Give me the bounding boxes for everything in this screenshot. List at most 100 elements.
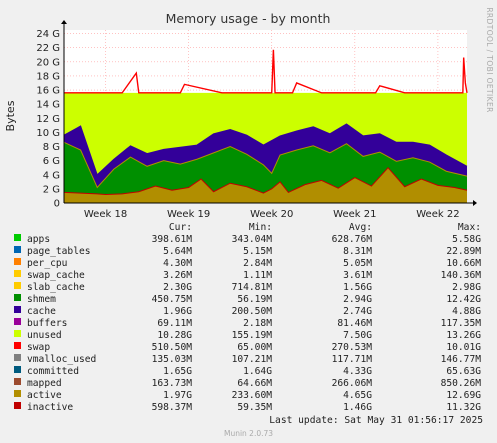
legend-row-swap-cache: swap_cache 3.26M 1.11M 3.61M 140.36M <box>0 270 497 282</box>
legend-min: 65.00M <box>237 342 272 353</box>
legend-name: mapped <box>27 378 62 389</box>
y-tick-label: 6 G <box>43 156 60 167</box>
legend-max: 850.26M <box>440 378 481 389</box>
legend-min: 200.50M <box>231 306 272 317</box>
x-tick-label: Week 19 <box>167 209 210 220</box>
legend-cur: 10.28G <box>157 330 192 341</box>
legend-max: 146.77M <box>440 354 481 365</box>
legend-row-vmalloc-used: vmalloc_used 135.03M 107.21M 117.71M 146.77M <box>0 354 497 366</box>
legend-name: apps <box>27 234 51 245</box>
legend-cur: 450.75M <box>151 294 192 305</box>
legend-max: 10.01G <box>446 342 481 353</box>
legend-cur: 1.97G <box>163 390 192 401</box>
y-tick-label: 16 G <box>36 86 60 97</box>
y-tick-label: 14 G <box>36 100 60 111</box>
legend-swatch <box>14 318 21 325</box>
legend-swatch <box>14 354 21 361</box>
legend-avg: 117.71M <box>331 354 372 365</box>
legend-cur: 598.37M <box>151 402 192 413</box>
y-tick-label: 4 G <box>43 170 60 181</box>
legend-max: 140.36M <box>440 270 481 281</box>
legend-name: buffers <box>27 318 68 329</box>
y-tick-label: 0 <box>54 199 60 210</box>
legend-name: inactive <box>27 402 74 413</box>
legend-row-mapped: mapped 163.73M 64.66M 266.06M 850.26M <box>0 378 497 390</box>
x-axis-arrow <box>473 200 477 206</box>
legend-cur: 163.73M <box>151 378 192 389</box>
legend-header-max: Max: <box>457 222 481 233</box>
legend-cur: 398.61M <box>151 234 192 245</box>
legend-swatch <box>14 294 21 301</box>
legend-max: 22.89M <box>446 246 481 257</box>
legend-avg: 2.74G <box>343 306 372 317</box>
legend-header: Cur: Min: Avg: Max: <box>0 222 497 234</box>
legend-row-buffers: buffers 69.11M 2.18M 81.46M 117.35M <box>0 318 497 330</box>
legend-max: 5.58G <box>452 234 481 245</box>
series-lines <box>63 49 468 196</box>
legend-name: slab_cache <box>27 282 85 293</box>
y-tick-label: 20 G <box>36 57 60 68</box>
legend-name: shmem <box>27 294 56 305</box>
legend-max: 2.98G <box>452 282 481 293</box>
legend-cur: 5.64M <box>163 246 192 257</box>
legend-name: swap_cache <box>27 270 85 281</box>
legend-row-cache: cache 1.96G 200.50M 2.74G 4.88G <box>0 306 497 318</box>
y-tick-label: 24 G <box>36 29 60 40</box>
legend-row-unused: unused 10.28G 155.19M 7.50G 13.26G <box>0 330 497 342</box>
legend-min: 233.60M <box>231 390 272 401</box>
munin-version: Munin 2.0.73 <box>223 429 274 438</box>
legend-max: 13.26G <box>446 330 481 341</box>
legend-min: 343.04M <box>231 234 272 245</box>
legend-cur: 510.50M <box>151 342 192 353</box>
legend-min: 1.64G <box>243 366 272 377</box>
chart-title: Memory usage - by month <box>166 11 331 26</box>
legend-header-cur: Cur: <box>168 222 192 233</box>
legend-avg: 1.46G <box>343 402 372 413</box>
legend-row-page-tables: page_tables 5.64M 5.15M 8.31M 22.89M <box>0 246 497 258</box>
legend-max: 11.32G <box>446 402 481 413</box>
legend-name: vmalloc_used <box>27 354 97 365</box>
legend-cur: 1.65G <box>163 366 192 377</box>
legend-avg: 8.31M <box>343 246 372 257</box>
legend-swatch <box>14 258 21 265</box>
legend-swatch <box>14 402 21 409</box>
legend-min: 1.11M <box>243 270 272 281</box>
legend-cur: 2.30G <box>163 282 192 293</box>
legend-cur: 69.11M <box>157 318 192 329</box>
legend-cur: 1.96G <box>163 306 192 317</box>
legend-row-inactive: inactive 598.37M 59.35M 1.46G 11.32G <box>0 402 497 414</box>
legend-min: 714.81M <box>231 282 272 293</box>
x-tick-label: Week 18 <box>84 209 127 220</box>
tick-labels: 0 2 G 4 G 6 G 8 G 10 G 12 G 14 G 16 G 18 G 20 G 22 … <box>36 29 459 220</box>
legend-row-swap: swap 510.50M 65.00M 270.53M 10.01G <box>0 342 497 354</box>
legend-cur: 135.03M <box>151 354 192 365</box>
y-tick-label: 18 G <box>36 71 60 82</box>
legend-avg: 4.33G <box>343 366 372 377</box>
legend-swatch <box>14 234 21 241</box>
legend-max: 12.42G <box>446 294 481 305</box>
y-tick-label: 8 G <box>43 142 60 153</box>
line-cache <box>63 123 468 176</box>
legend-name: unused <box>27 330 62 341</box>
legend-cur: 3.26M <box>163 270 192 281</box>
axes <box>61 20 477 206</box>
y-axis-arrow <box>61 20 67 24</box>
legend-min: 155.19M <box>231 330 272 341</box>
y-tick-label: 2 G <box>43 184 60 195</box>
legend-row-per-cpu: per_cpu 4.30M 2.84M 5.05M 10.66M <box>0 258 497 270</box>
x-tick-label: Week 20 <box>250 209 293 220</box>
legend-avg: 81.46M <box>337 318 372 329</box>
legend-row-slab-cache: slab_cache 2.30G 714.81M 1.56G 2.98G <box>0 282 497 294</box>
legend-avg: 266.06M <box>331 378 372 389</box>
legend-name: per_cpu <box>27 258 68 269</box>
x-tick-label: Week 22 <box>416 209 459 220</box>
legend-avg: 4.65G <box>343 390 372 401</box>
legend-name: cache <box>27 306 56 317</box>
y-tick-label: 22 G <box>36 43 60 54</box>
legend-min: 2.84M <box>243 258 272 269</box>
y-tick-label: 10 G <box>36 128 60 139</box>
legend-swatch <box>14 342 21 349</box>
legend-swatch <box>14 330 21 337</box>
legend-row-shmem: shmem 450.75M 56.19M 2.94G 12.42G <box>0 294 497 306</box>
